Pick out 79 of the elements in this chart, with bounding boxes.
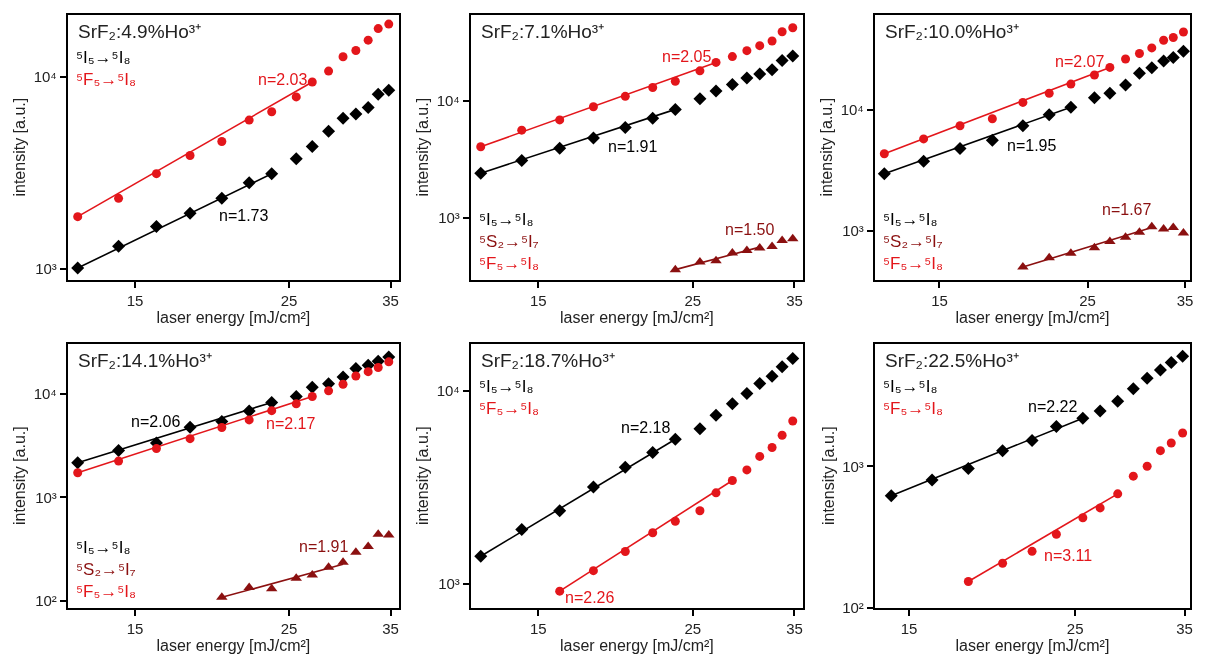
x-tick-label: 35 [1176, 291, 1194, 309]
annotation: n=2.07 [1055, 53, 1105, 70]
y-tick-label: 10⁴ [436, 381, 460, 399]
chart-title: SrF₂:18.7%Ho³⁺ [481, 350, 615, 371]
annotation: n=2.26 [565, 589, 615, 606]
x-tick-label: 25 [280, 291, 298, 309]
y-axis-title: intensity [a.u.] [11, 426, 29, 526]
chart-title: SrF₂:22.5%Ho³⁺ [885, 350, 1019, 371]
text: ⁵F₅→⁵I₈ [883, 254, 944, 273]
annotation: n=1.91 [299, 538, 349, 555]
x-axis-title: laser energy [mJ/cm²] [560, 308, 714, 326]
x-tick-label: 25 [684, 619, 702, 637]
x-tick-label: 25 [1066, 619, 1084, 637]
y-tick-label: 10³ [438, 209, 460, 226]
text: ⁵I₅→⁵I₈ [76, 48, 131, 67]
y-axis-title: intensity [a.u.] [414, 97, 432, 197]
chart-title: SrF₂:10.0%Ho³⁺ [885, 21, 1019, 42]
y-tick-label: 10² [842, 598, 864, 616]
text: ⁵F₅→⁵I₈ [76, 582, 137, 601]
y-axis-title: intensity [a.u.] [818, 97, 836, 197]
x-axis-title: laser energy [mJ/cm²] [955, 308, 1110, 326]
x-tick-label: 25 [280, 619, 298, 637]
y-tick-label: 10³ [35, 488, 57, 506]
text: ⁵S₂→⁵I₇ [479, 232, 539, 251]
y-axis-title: intensity [a.u.] [819, 426, 837, 526]
x-tick-label: 15 [900, 619, 918, 637]
annotation: n=1.67 [1102, 201, 1152, 218]
series-label: ⁵I₅→⁵I₈ [883, 210, 938, 229]
x-tick-label: 15 [931, 291, 948, 309]
annotation: n=2.03 [258, 71, 308, 88]
chart-title: SrF₂:14.1%Ho³⁺ [78, 350, 212, 371]
annotation: n=2.18 [621, 419, 671, 436]
y-axis-title: intensity [a.u.] [11, 97, 29, 197]
x-axis-title: laser energy [mJ/cm²] [955, 636, 1110, 654]
x-tick-label: 35 [382, 619, 399, 637]
y-tick-label: 10³ [35, 260, 57, 278]
y-tick-label: 10³ [842, 221, 864, 239]
text: ⁵I₅→⁵I₈ [76, 538, 131, 557]
annotation: n=2.06 [131, 413, 181, 430]
y-tick-label: 10² [35, 592, 57, 610]
x-tick-label: 35 [786, 291, 803, 309]
x-tick-label: 35 [786, 619, 803, 637]
y-tick-label: 10⁴ [436, 92, 460, 110]
annotation: n=3.11 [1044, 547, 1093, 564]
x-tick-label: 35 [1176, 619, 1193, 637]
text: ⁵S₂→⁵I₇ [76, 560, 136, 579]
x-tick-label: 25 [1079, 291, 1096, 309]
chart-title: SrF₂:4.9%Ho³⁺ [78, 21, 202, 42]
x-tick-label: 35 [382, 291, 399, 309]
x-tick-label: 15 [126, 291, 144, 309]
chart-title: SrF₂:7.1%Ho³⁺ [481, 21, 605, 42]
text: ⁵I₅→⁵I₈ [883, 377, 938, 396]
text: ⁵F₅→⁵I₈ [76, 70, 137, 89]
annotation: n=2.05 [662, 48, 712, 65]
text: ⁵I₅→⁵I₈ [479, 377, 534, 396]
y-tick-label: 10⁴ [840, 101, 864, 119]
text: ⁵F₅→⁵I₈ [479, 399, 540, 418]
y-tick-label: 10³ [842, 457, 864, 475]
x-tick-label: 15 [529, 291, 547, 309]
x-axis-title: laser energy [mJ/cm²] [156, 308, 311, 326]
x-tick-label: 15 [529, 619, 547, 637]
y-tick-label: 10³ [438, 575, 460, 593]
text: ⁵F₅→⁵I₈ [479, 254, 540, 273]
annotation: n=1.95 [1007, 137, 1057, 154]
annotation: n=1.73 [219, 207, 269, 224]
annotation: n=2.17 [266, 415, 316, 432]
x-tick-label: 25 [684, 291, 702, 309]
y-axis-title: intensity [a.u.] [414, 426, 432, 526]
text: ⁵F₅→⁵I₈ [883, 399, 944, 418]
x-axis-title: laser energy [mJ/cm²] [156, 636, 311, 654]
x-tick-label: 15 [126, 619, 144, 637]
annotation: n=2.22 [1028, 398, 1078, 415]
y-tick-label: 10⁴ [33, 67, 57, 85]
y-tick-label: 10⁴ [33, 385, 57, 403]
text: ⁵S₂→⁵I₇ [883, 232, 943, 251]
series-label: ⁵I₅→⁵I₈ [479, 210, 534, 229]
annotation: n=1.50 [725, 221, 775, 238]
x-axis-title: laser energy [mJ/cm²] [560, 636, 714, 654]
annotation: n=1.91 [608, 138, 658, 155]
